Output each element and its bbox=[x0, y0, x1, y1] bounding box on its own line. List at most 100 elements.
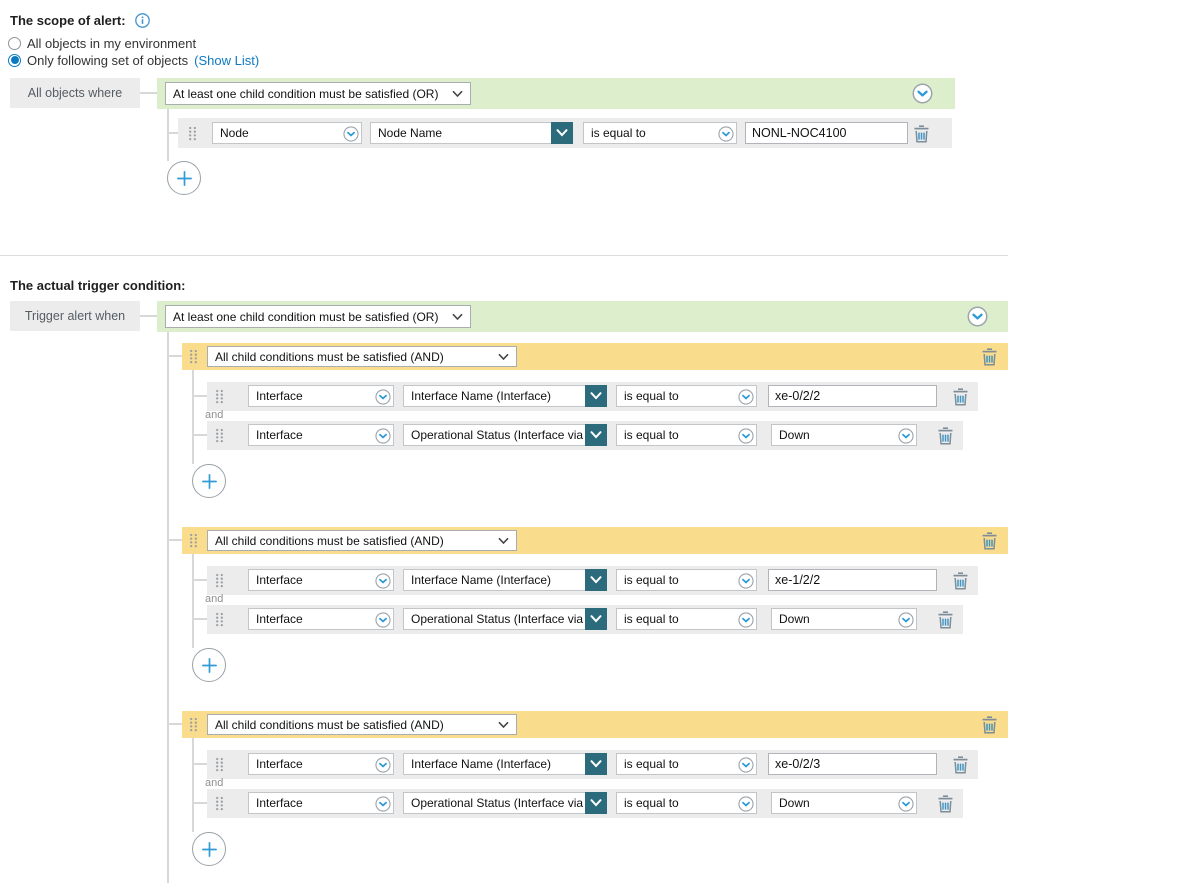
drag-handle-icon[interactable] bbox=[215, 796, 224, 811]
field-select[interactable]: Operational Status (Interface via bbox=[403, 792, 607, 814]
drag-handle-icon[interactable] bbox=[215, 389, 224, 404]
operator-select[interactable]: is equal to bbox=[616, 385, 757, 407]
object-type-select[interactable]: Interface bbox=[248, 792, 394, 814]
connector-line bbox=[192, 434, 207, 436]
delete-group-button[interactable] bbox=[981, 531, 998, 550]
and-group-condition-select[interactable]: All child conditions must be satisfied (… bbox=[207, 714, 517, 735]
scope-group-condition-select[interactable]: At least one child condition must be sat… bbox=[165, 82, 471, 105]
scope-condition-row: Node Node Name is equal to bbox=[178, 118, 952, 148]
delete-group-button[interactable] bbox=[981, 347, 998, 366]
value-input[interactable] bbox=[745, 122, 908, 144]
delete-condition-button[interactable] bbox=[937, 610, 954, 629]
delete-condition-button[interactable] bbox=[952, 387, 969, 406]
value-input[interactable] bbox=[768, 385, 937, 407]
object-type-select[interactable]: Node bbox=[212, 122, 362, 144]
object-type-select[interactable]: Interface bbox=[248, 753, 394, 775]
operator-select[interactable]: is equal to bbox=[616, 424, 757, 446]
chevron-down-circle-icon bbox=[738, 757, 754, 773]
trigger-label-box: Trigger alert when bbox=[10, 301, 140, 331]
chevron-down-icon bbox=[590, 799, 602, 807]
add-condition-button[interactable] bbox=[192, 464, 226, 498]
field-select[interactable]: Operational Status (Interface via bbox=[403, 424, 607, 446]
field-select-dropdown-button[interactable] bbox=[585, 424, 607, 446]
info-icon[interactable] bbox=[135, 13, 150, 28]
add-condition-button[interactable] bbox=[167, 161, 201, 195]
delete-condition-button[interactable] bbox=[952, 755, 969, 774]
value-input[interactable] bbox=[768, 753, 937, 775]
drag-handle-icon[interactable] bbox=[189, 717, 198, 732]
tree-connector-line bbox=[192, 738, 194, 832]
and-group-bar: All child conditions must be satisfied (… bbox=[182, 527, 1008, 554]
trash-icon bbox=[937, 610, 954, 629]
radio-only-objects[interactable] bbox=[8, 53, 21, 67]
scope-section-title: The scope of alert: bbox=[10, 13, 150, 28]
field-select-dropdown-button[interactable] bbox=[585, 608, 607, 630]
plus-icon bbox=[201, 657, 218, 674]
value-select[interactable]: Down bbox=[771, 608, 917, 630]
drag-handle-icon[interactable] bbox=[189, 533, 198, 548]
chevron-down-circle-icon bbox=[738, 796, 754, 812]
field-select[interactable]: Node Name bbox=[370, 122, 573, 144]
delete-group-button[interactable] bbox=[981, 715, 998, 734]
delete-condition-button[interactable] bbox=[937, 794, 954, 813]
field-select-dropdown-button[interactable] bbox=[585, 385, 607, 407]
field-select-dropdown-button[interactable] bbox=[551, 122, 573, 144]
condition-row: Interface Interface Name (Interface) is … bbox=[207, 750, 978, 779]
field-select[interactable]: Interface Name (Interface) bbox=[403, 385, 607, 407]
connector-line bbox=[192, 802, 207, 804]
object-type-select[interactable]: Interface bbox=[248, 424, 394, 446]
value-input[interactable] bbox=[768, 569, 937, 591]
trash-icon bbox=[952, 387, 969, 406]
trigger-title-text: The actual trigger condition: bbox=[10, 278, 186, 293]
add-condition-button[interactable] bbox=[192, 648, 226, 682]
chevron-down-icon bbox=[498, 353, 509, 361]
field-select-dropdown-button[interactable] bbox=[585, 792, 607, 814]
trigger-group-condition-select[interactable]: At least one child condition must be sat… bbox=[165, 305, 471, 328]
field-select[interactable]: Interface Name (Interface) bbox=[403, 569, 607, 591]
chevron-down-circle-icon bbox=[898, 428, 914, 444]
tree-connector-line bbox=[192, 370, 194, 464]
connector-line bbox=[192, 618, 207, 620]
field-select[interactable]: Interface Name (Interface) bbox=[403, 753, 607, 775]
operator-select[interactable]: is equal to bbox=[616, 753, 757, 775]
field-select-dropdown-button[interactable] bbox=[585, 753, 607, 775]
drag-handle-icon[interactable] bbox=[189, 349, 198, 364]
radio-all-objects[interactable] bbox=[8, 36, 21, 50]
operator-select[interactable]: is equal to bbox=[616, 792, 757, 814]
and-joiner-label: and bbox=[205, 409, 224, 421]
radio-all-objects-label: All objects in my environment bbox=[27, 35, 197, 51]
drag-handle-icon[interactable] bbox=[215, 428, 224, 443]
drag-handle-icon[interactable] bbox=[215, 757, 224, 772]
chevron-down-circle-icon bbox=[738, 428, 754, 444]
value-select[interactable]: Down bbox=[771, 424, 917, 446]
chevron-down-circle-icon bbox=[375, 612, 391, 628]
chevron-down-icon bbox=[556, 129, 568, 137]
object-type-select[interactable]: Interface bbox=[248, 569, 394, 591]
operator-select[interactable]: is equal to bbox=[616, 569, 757, 591]
add-condition-button[interactable] bbox=[192, 832, 226, 866]
value-select[interactable]: Down bbox=[771, 792, 917, 814]
object-type-select[interactable]: Interface bbox=[248, 608, 394, 630]
show-list-link[interactable]: (Show List) bbox=[194, 52, 260, 68]
operator-select[interactable]: is equal to bbox=[616, 608, 757, 630]
collapse-toggle-icon[interactable] bbox=[967, 306, 988, 327]
drag-handle-icon[interactable] bbox=[215, 573, 224, 588]
operator-select[interactable]: is equal to bbox=[583, 122, 737, 144]
field-select-dropdown-button[interactable] bbox=[585, 569, 607, 591]
chevron-down-icon bbox=[452, 90, 463, 98]
delete-condition-button[interactable] bbox=[952, 571, 969, 590]
section-divider bbox=[0, 255, 1008, 256]
chevron-down-icon bbox=[498, 721, 509, 729]
delete-condition-button[interactable] bbox=[913, 124, 930, 143]
chevron-down-circle-icon bbox=[738, 612, 754, 628]
object-type-select[interactable]: Interface bbox=[248, 385, 394, 407]
drag-handle-icon[interactable] bbox=[215, 612, 224, 627]
drag-handle-icon[interactable] bbox=[188, 126, 197, 141]
delete-condition-button[interactable] bbox=[937, 426, 954, 445]
field-select[interactable]: Operational Status (Interface via bbox=[403, 608, 607, 630]
trash-icon bbox=[913, 124, 930, 143]
collapse-toggle-icon[interactable] bbox=[912, 83, 933, 104]
and-group-condition-select[interactable]: All child conditions must be satisfied (… bbox=[207, 346, 517, 367]
trash-icon bbox=[981, 347, 998, 366]
and-group-condition-select[interactable]: All child conditions must be satisfied (… bbox=[207, 530, 517, 551]
